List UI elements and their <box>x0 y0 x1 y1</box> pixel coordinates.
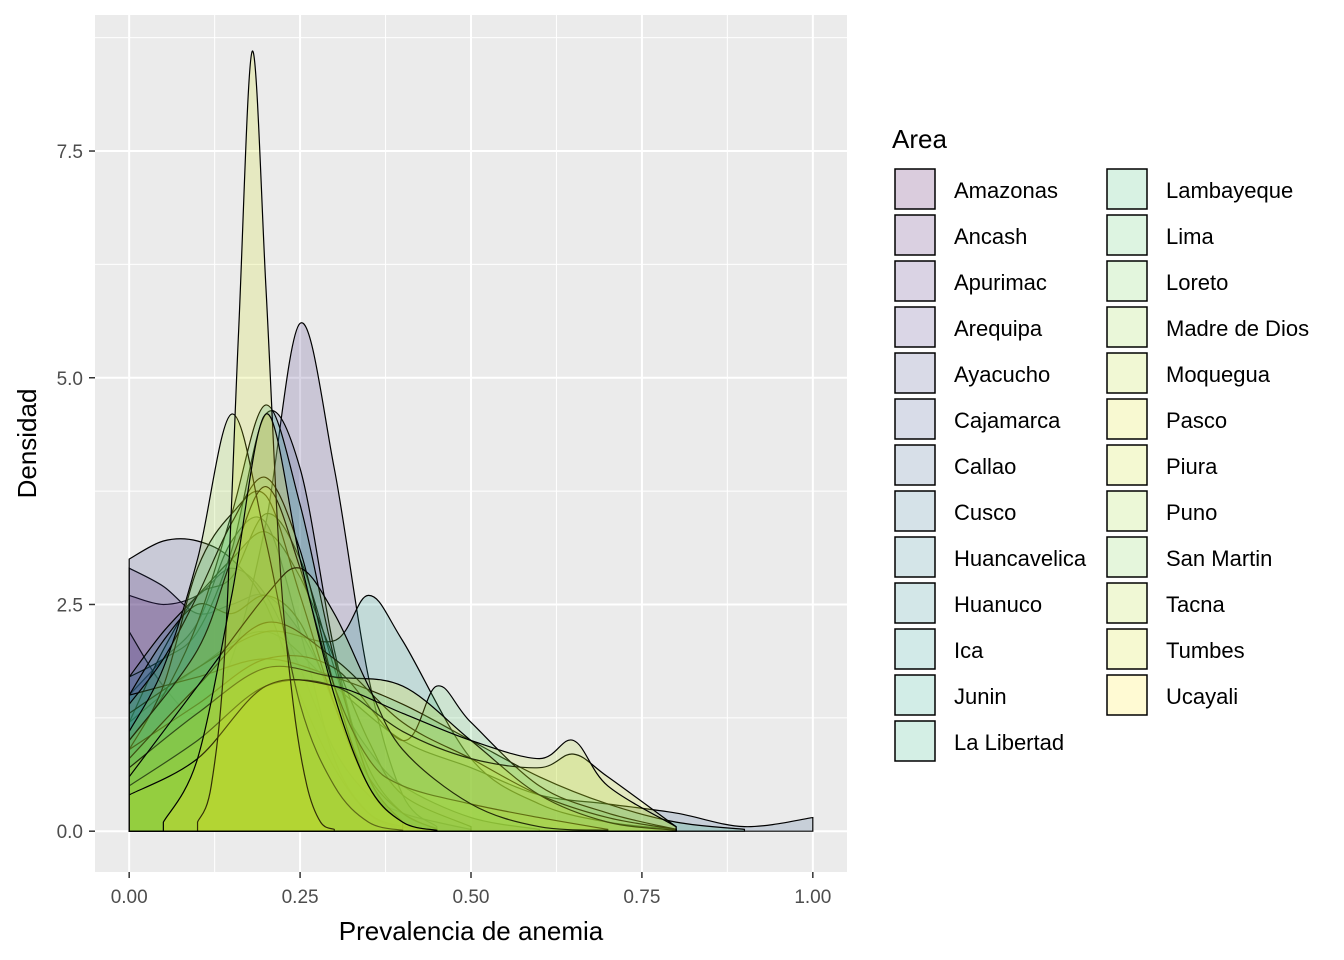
legend-key-ancash <box>894 214 936 256</box>
legend-label-cusco: Cusco <box>954 500 1016 525</box>
legend-label-loreto: Loreto <box>1166 270 1228 295</box>
density-puno <box>128 413 404 832</box>
legend-label-san-martin: San Martin <box>1166 546 1272 571</box>
legend-key-huancavelica <box>894 536 936 578</box>
legend-label-junin: Junin <box>954 684 1007 709</box>
legend-key-san-martin <box>1106 536 1148 578</box>
y-tick-label: 5.0 <box>57 369 83 390</box>
legend-key-junin <box>894 674 936 716</box>
x-tick-label: 0.25 <box>282 887 319 908</box>
legend-key-amazonas <box>894 168 936 210</box>
legend-key-lima <box>1106 214 1148 256</box>
legend-title: Area <box>892 124 947 154</box>
x-axis-title: Prevalencia de anemia <box>339 916 604 946</box>
legend: Area Amazonas Ancash Apurimac Arequipa Ayacu… <box>892 124 1309 762</box>
legend-label-piura: Piura <box>1166 454 1218 479</box>
density-moquegua <box>128 485 609 832</box>
legend-label-lima: Lima <box>1166 224 1214 249</box>
legend-label-cajamarca: Cajamarca <box>954 408 1061 433</box>
legend-key-tacna <box>1106 582 1148 624</box>
legend-key-cajamarca <box>894 398 936 440</box>
y-axis-title: Densidad <box>12 389 42 499</box>
legend-label-pasco: Pasco <box>1166 408 1227 433</box>
legend-label-ucayali: Ucayali <box>1166 684 1238 709</box>
legend-key-cusco <box>894 490 936 532</box>
density-tumbes <box>196 50 335 832</box>
legend-label-la-libertad: La Libertad <box>954 730 1064 755</box>
density-piura <box>128 679 677 832</box>
density-madre-de-dios <box>128 621 677 832</box>
legend-key-callao <box>894 444 936 486</box>
density-ucayali <box>162 413 438 832</box>
legend-key-ucayali <box>1106 674 1148 716</box>
x-tick-label: 1.00 <box>794 887 831 908</box>
legend-label-puno: Puno <box>1166 500 1217 525</box>
legend-label-callao: Callao <box>954 454 1016 479</box>
legend-label-ancash: Ancash <box>954 224 1027 249</box>
y-tick-label: 0.0 <box>57 822 83 843</box>
legend-label-arequipa: Arequipa <box>954 316 1043 341</box>
y-tick-label: 2.5 <box>57 595 83 616</box>
x-tick-label: 0.00 <box>111 887 148 908</box>
density-la-libertad <box>128 658 746 832</box>
density-lima <box>128 654 677 832</box>
legend-label-moquegua: Moquegua <box>1166 362 1271 387</box>
legend-key-huanuco <box>894 582 936 624</box>
legend-key-puno <box>1106 490 1148 532</box>
x-tick-label: 0.50 <box>453 887 490 908</box>
legend-label-lambayeque: Lambayeque <box>1166 178 1293 203</box>
x-tick-label: 0.75 <box>623 887 660 908</box>
legend-key-pasco <box>1106 398 1148 440</box>
density-tacna <box>128 679 677 832</box>
legend-key-piura <box>1106 444 1148 486</box>
y-tick-label: 7.5 <box>57 142 83 163</box>
legend-key-lambayeque <box>1106 168 1148 210</box>
y-axis: 0.0 2.5 5.0 7.5 <box>57 142 95 843</box>
legend-label-huanuco: Huanuco <box>954 592 1042 617</box>
legend-key-moquegua <box>1106 352 1148 394</box>
legend-label-ayacucho: Ayacucho <box>954 362 1050 387</box>
density-arequipa <box>128 322 438 832</box>
x-axis: 0.00 0.25 0.50 0.75 1.00 <box>111 872 831 908</box>
legend-label-tumbes: Tumbes <box>1166 638 1245 663</box>
legend-key-la-libertad <box>894 720 936 762</box>
density-san-martin <box>128 567 609 832</box>
density-callao <box>128 630 814 832</box>
legend-label-tacna: Tacna <box>1166 592 1225 617</box>
legend-label-huancavelica: Huancavelica <box>954 546 1087 571</box>
density-junin <box>128 404 404 832</box>
density-series <box>128 50 814 832</box>
density-ancash <box>128 567 540 832</box>
legend-key-madre-de-dios <box>1106 306 1148 348</box>
legend-key-tumbes <box>1106 628 1148 670</box>
legend-key-apurimac <box>894 260 936 302</box>
legend-key-arequipa <box>894 306 936 348</box>
legend-key-ayacucho <box>894 352 936 394</box>
legend-key-ica <box>894 628 936 670</box>
density-ayacucho <box>128 538 438 832</box>
legend-label-amazonas: Amazonas <box>954 178 1058 203</box>
density-huanuco <box>128 594 438 832</box>
legend-label-madre-de-dios: Madre de Dios <box>1166 316 1309 341</box>
legend-label-ica: Ica <box>954 638 984 663</box>
legend-label-apurimac: Apurimac <box>954 270 1047 295</box>
legend-key-loreto <box>1106 260 1148 302</box>
